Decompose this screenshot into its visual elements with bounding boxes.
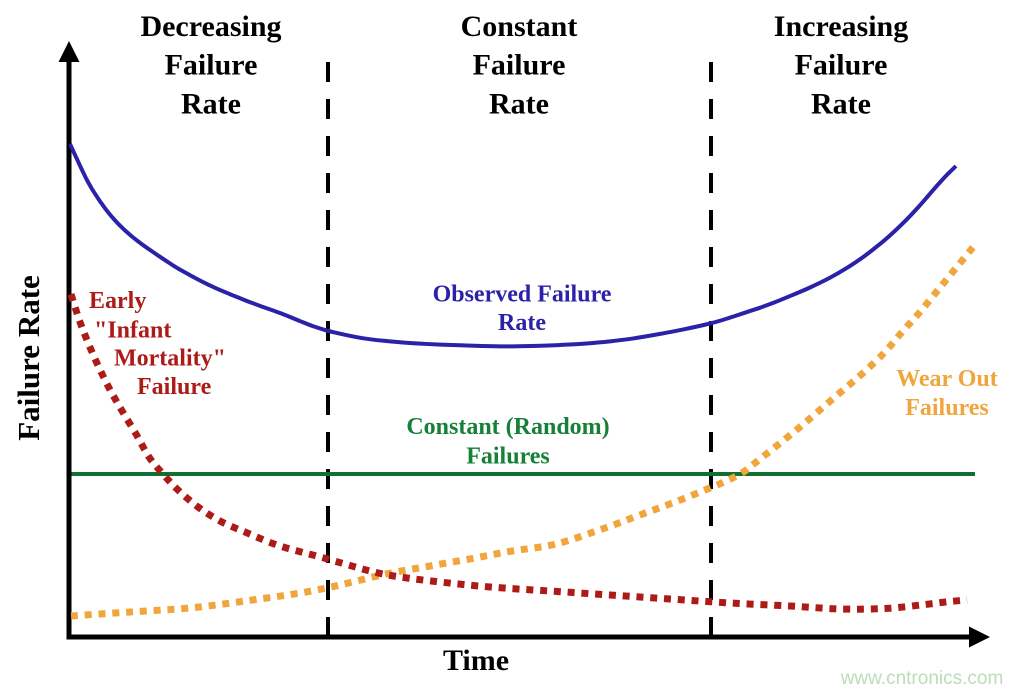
- svg-text:Observed Failure: Observed Failure: [433, 282, 612, 308]
- svg-text:Failure Rate: Failure Rate: [11, 275, 46, 441]
- svg-text:Rate: Rate: [489, 88, 549, 121]
- svg-text:Failure: Failure: [473, 49, 566, 82]
- svg-text:Failure: Failure: [137, 374, 212, 400]
- svg-text:Failure: Failure: [165, 49, 258, 82]
- svg-text:Rate: Rate: [811, 88, 871, 121]
- svg-text:Time: Time: [443, 644, 509, 677]
- svg-text:Constant (Random): Constant (Random): [406, 414, 609, 440]
- svg-text:Failures: Failures: [905, 395, 989, 421]
- svg-text:"Infant: "Infant: [94, 318, 171, 344]
- svg-text:Decreasing: Decreasing: [140, 10, 281, 43]
- svg-text:Early: Early: [89, 288, 146, 314]
- svg-text:Failure: Failure: [795, 49, 888, 82]
- svg-text:Constant: Constant: [461, 10, 578, 43]
- svg-text:Rate: Rate: [498, 310, 546, 336]
- svg-text:Failures: Failures: [466, 444, 550, 470]
- svg-text:Rate: Rate: [181, 88, 241, 121]
- svg-text:www.cntronics.com: www.cntronics.com: [840, 668, 1004, 689]
- svg-text:Mortality": Mortality": [114, 346, 226, 372]
- svg-text:Increasing: Increasing: [774, 10, 908, 43]
- svg-text:Wear Out: Wear Out: [896, 366, 998, 392]
